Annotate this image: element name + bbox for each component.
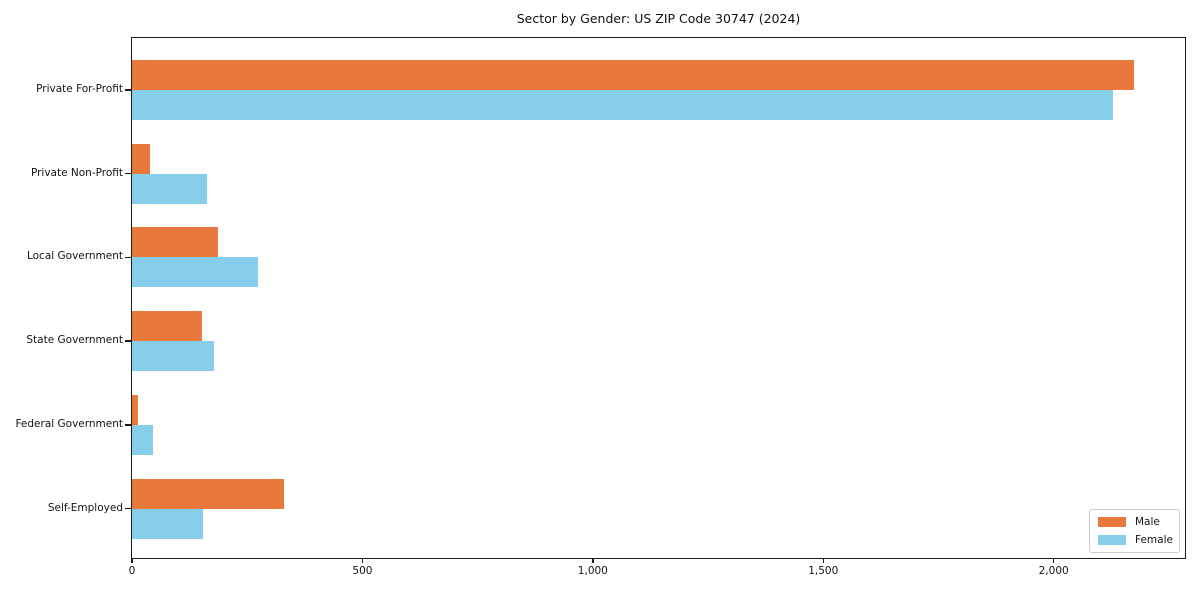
chart-title: Sector by Gender: US ZIP Code 30747 (202… bbox=[516, 11, 801, 26]
x-tick-label: 2,000 bbox=[1038, 565, 1069, 577]
bar-male bbox=[132, 59, 1134, 90]
x-tick-label: 1,500 bbox=[808, 565, 839, 577]
bar-male bbox=[132, 227, 219, 258]
y-tick-label: Local Government bbox=[26, 250, 123, 263]
bar-male bbox=[132, 394, 139, 425]
bar-male bbox=[132, 478, 285, 509]
y-tick-label: State Government bbox=[26, 334, 123, 347]
legend-swatch bbox=[1098, 535, 1126, 545]
bar-female bbox=[132, 257, 259, 288]
legend-label: Female bbox=[1135, 534, 1173, 546]
y-tick bbox=[125, 507, 131, 510]
y-tick-label: Private Non-Profit bbox=[30, 166, 123, 179]
x-tick-label: 0 bbox=[128, 565, 136, 577]
y-tick bbox=[125, 424, 131, 426]
bar-female bbox=[132, 173, 208, 204]
x-tick bbox=[131, 558, 133, 563]
y-tick bbox=[125, 340, 131, 342]
x-tick bbox=[361, 558, 364, 563]
bar-female bbox=[132, 89, 1114, 120]
y-tick bbox=[125, 172, 131, 175]
y-tick bbox=[125, 89, 131, 91]
bar-female bbox=[132, 424, 153, 455]
plot-area: 0 500 1,000 1,500 2,000 bbox=[125, 37, 1186, 577]
y-tick bbox=[125, 256, 131, 259]
legend-swatch bbox=[1098, 517, 1126, 527]
bar-male bbox=[132, 311, 203, 342]
x-tick bbox=[1052, 558, 1055, 563]
legend-item-male: Male bbox=[1098, 516, 1171, 528]
x-tick bbox=[592, 558, 594, 563]
x-tick-label: 500 bbox=[352, 565, 373, 577]
y-tick-label: Self-Employed bbox=[47, 501, 123, 514]
x-tick bbox=[822, 558, 824, 563]
bar-female bbox=[132, 508, 203, 539]
y-axis-labels: Private For-Profit Private Non-Profit Loca… bbox=[0, 37, 123, 559]
y-tick-label: Private For-Profit bbox=[36, 82, 123, 95]
y-tick-label: Federal Government bbox=[15, 417, 123, 430]
legend-item-female: Female bbox=[1098, 534, 1173, 546]
legend-label: Male bbox=[1135, 516, 1160, 528]
legend: Male Female bbox=[1089, 509, 1180, 553]
x-tick-label: 1,000 bbox=[577, 565, 608, 577]
bar-female bbox=[132, 341, 214, 372]
bar-male bbox=[132, 143, 150, 174]
